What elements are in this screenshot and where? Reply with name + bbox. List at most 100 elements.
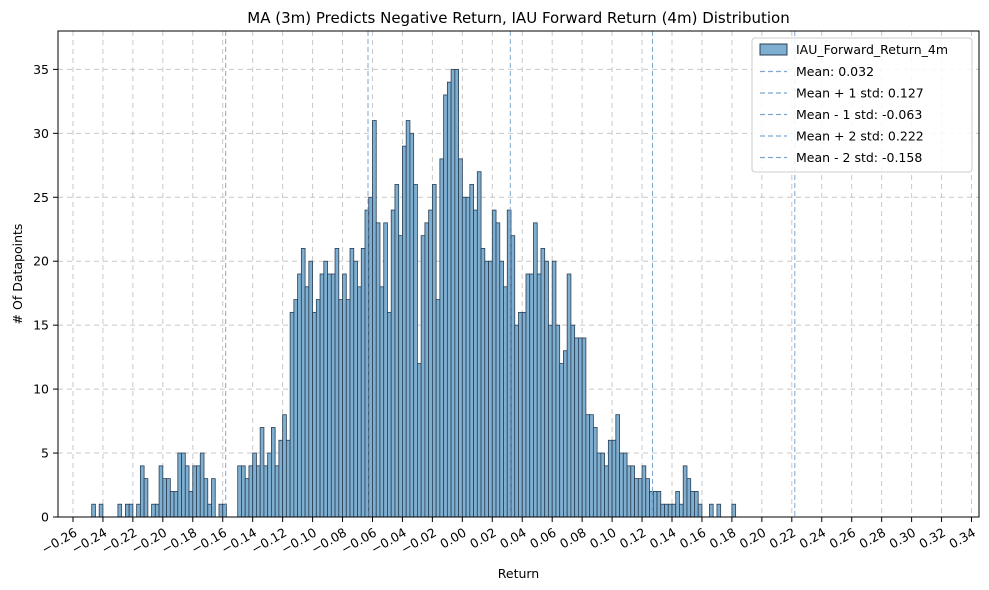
histogram-bar	[166, 478, 171, 518]
histogram-bar	[641, 465, 647, 518]
y-tick-label: 35	[33, 62, 49, 77]
histogram-bar	[143, 478, 149, 518]
histogram-bars	[91, 68, 737, 518]
x-tick-label: 0.06	[527, 525, 559, 552]
x-tick-label: 0.02	[467, 525, 499, 552]
histogram-bar	[473, 209, 478, 518]
histogram-bar	[323, 260, 328, 518]
y-tick-label: 25	[33, 190, 49, 205]
histogram-bar	[611, 439, 617, 518]
histogram-bar	[431, 184, 437, 518]
histogram-bar	[518, 311, 523, 518]
histogram-bar	[600, 452, 606, 518]
histogram-bar	[675, 491, 680, 518]
histogram-bar	[91, 503, 96, 518]
histogram-bar	[259, 427, 265, 518]
x-axis-ticks: −0.26−0.24−0.22−0.20−0.18−0.16−0.14−0.12…	[39, 517, 978, 557]
histogram-bar	[128, 503, 134, 518]
histogram-bar	[192, 465, 197, 518]
x-axis-label: Return	[498, 566, 539, 581]
histogram-bar	[117, 503, 123, 518]
histogram-bar	[207, 503, 212, 518]
histogram-bar	[443, 94, 448, 518]
histogram-bar	[622, 452, 628, 518]
histogram-bar	[585, 414, 591, 518]
histogram-bar	[428, 209, 433, 518]
histogram-bar	[510, 235, 516, 518]
histogram-bar	[435, 299, 441, 518]
histogram-bar	[124, 503, 130, 518]
histogram-bar	[267, 452, 272, 518]
histogram-bar	[256, 465, 261, 518]
histogram-bar	[454, 68, 459, 518]
histogram-bar	[349, 248, 355, 518]
x-tick-label: 0.24	[797, 525, 829, 552]
histogram-bar	[203, 478, 209, 518]
histogram-bar	[458, 158, 463, 518]
x-tick-label: 0.00	[437, 525, 469, 552]
histogram-bar	[563, 350, 568, 518]
x-tick-label: 0.08	[557, 525, 589, 552]
x-tick-label: 0.04	[497, 525, 529, 552]
histogram-bar	[271, 427, 276, 518]
histogram-bar	[499, 260, 504, 518]
histogram-bar	[293, 299, 299, 518]
histogram-bar	[342, 273, 347, 518]
histogram-bar	[544, 260, 549, 518]
histogram-bar	[327, 273, 332, 518]
histogram-bar	[592, 427, 598, 518]
histogram-bar	[630, 465, 635, 518]
histogram-bar	[387, 311, 392, 518]
histogram-bar	[450, 68, 456, 518]
histogram-bar	[716, 503, 722, 518]
histogram-bar	[345, 299, 351, 518]
histogram-bar	[480, 248, 486, 518]
histogram-bar	[604, 465, 609, 518]
histogram-bar	[417, 363, 422, 518]
histogram-bar	[274, 465, 280, 518]
histogram-bar	[184, 465, 190, 518]
histogram-bar	[297, 273, 302, 518]
histogram-bar	[319, 273, 325, 518]
histogram-bar	[491, 209, 497, 518]
x-tick-label: 0.20	[737, 525, 769, 552]
histogram-bar	[330, 273, 336, 518]
legend-label-reference-line: Mean + 1 std: 0.127	[796, 86, 924, 101]
histogram-bar	[409, 132, 415, 518]
histogram-bar	[154, 503, 160, 518]
histogram-bar	[188, 491, 194, 518]
histogram-bar	[476, 171, 482, 518]
chart-title: MA (3m) Predicts Negative Return, IAU Fo…	[247, 9, 789, 27]
histogram-bar	[413, 184, 418, 518]
histogram-bar	[533, 222, 538, 518]
x-tick-label: −0.02	[398, 525, 439, 557]
histogram-bar	[589, 414, 594, 518]
histogram-bar	[465, 196, 471, 518]
histogram-bar	[244, 478, 250, 518]
histogram-bar	[484, 260, 489, 518]
histogram-bar	[151, 503, 156, 518]
histogram-bar	[420, 235, 426, 518]
x-tick-label: 0.12	[617, 525, 649, 552]
histogram-bar	[555, 324, 561, 518]
histogram-bar	[525, 273, 531, 518]
histogram-bar	[731, 503, 737, 518]
histogram-bar	[503, 286, 508, 518]
histogram-bar	[394, 184, 400, 518]
histogram-bar	[581, 337, 587, 518]
histogram-bar	[660, 503, 665, 518]
histogram-bar	[559, 363, 564, 518]
x-tick-label: 0.18	[707, 525, 739, 552]
histogram-bar	[439, 158, 445, 518]
histogram-bar	[211, 478, 216, 518]
y-axis-label: # Of Datapoints	[10, 224, 25, 325]
histogram-bar	[634, 478, 639, 518]
plot-area-frame	[57, 30, 980, 518]
histogram-bar	[304, 286, 310, 518]
histogram-bar	[488, 260, 493, 518]
histogram-bar	[652, 491, 658, 518]
y-tick-label: 5	[41, 446, 49, 461]
y-tick-label: 20	[33, 254, 49, 269]
histogram-bar	[446, 81, 452, 518]
histogram-bar	[596, 452, 602, 518]
